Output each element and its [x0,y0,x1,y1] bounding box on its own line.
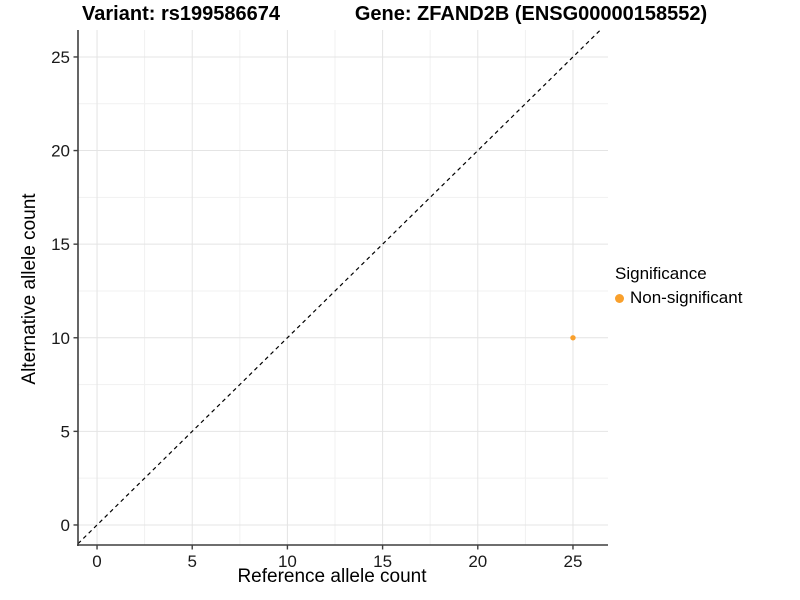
x-tick-label: 10 [278,552,297,571]
legend-entry-non-significant: Non-significant [615,288,742,308]
x-tick-label: 5 [187,552,196,571]
legend-point-icon [615,293,624,303]
identity-line [77,29,601,545]
legend: Significance Non-significant [615,264,742,308]
x-tick-label: 15 [373,552,392,571]
y-tick-label: 0 [61,516,70,535]
plot-title-gene: Gene: ZFAND2B (ENSG00000158552) [354,3,708,25]
legend-title: Significance [615,264,707,283]
y-tick-label: 20 [51,142,70,161]
x-tick-label: 0 [92,552,101,571]
x-tick-label: 25 [564,552,583,571]
legend-entry-label: Non-significant [630,288,743,307]
data-point [570,335,576,341]
y-tick-label: 15 [51,235,70,254]
plot-title-variant: Variant: rs199586674 [82,3,280,25]
y-tick-label: 10 [51,329,70,348]
y-tick-label: 25 [51,48,70,67]
y-axis-label: Alternative allele count [19,193,40,385]
y-tick-label: 5 [61,422,70,441]
x-tick-label: 20 [468,552,487,571]
x-axis-label: Reference allele count [237,566,427,587]
